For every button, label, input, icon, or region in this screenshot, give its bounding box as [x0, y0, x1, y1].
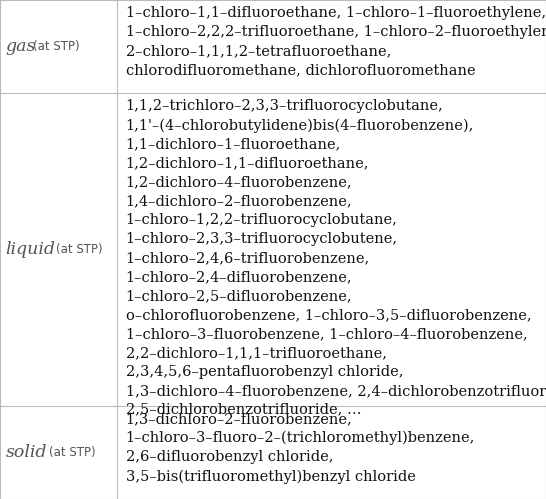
Text: 1–chloro–1,1–difluoroethane, 1–chloro–1–fluoroethylene,
1–chloro–2,2,2–trifluoro: 1–chloro–1,1–difluoroethane, 1–chloro–1–… [126, 6, 546, 77]
Text: gas: gas [5, 38, 36, 55]
Text: (at STP): (at STP) [56, 243, 103, 256]
Text: (at STP): (at STP) [33, 40, 80, 53]
Text: solid: solid [5, 444, 47, 461]
Text: 1,1,2–trichloro–2,3,3–trifluorocyclobutane,
1,1'–(4–chlorobutylidene)bis(4–fluor: 1,1,2–trichloro–2,3,3–trifluorocyclobuta… [126, 99, 546, 417]
Text: liquid: liquid [5, 241, 56, 258]
Text: 1,3–dichloro–2–fluorobenzene,
1–chloro–3–fluoro–2–(trichloromethyl)benzene,
2,6–: 1,3–dichloro–2–fluorobenzene, 1–chloro–3… [126, 412, 475, 484]
Text: (at STP): (at STP) [49, 446, 95, 459]
